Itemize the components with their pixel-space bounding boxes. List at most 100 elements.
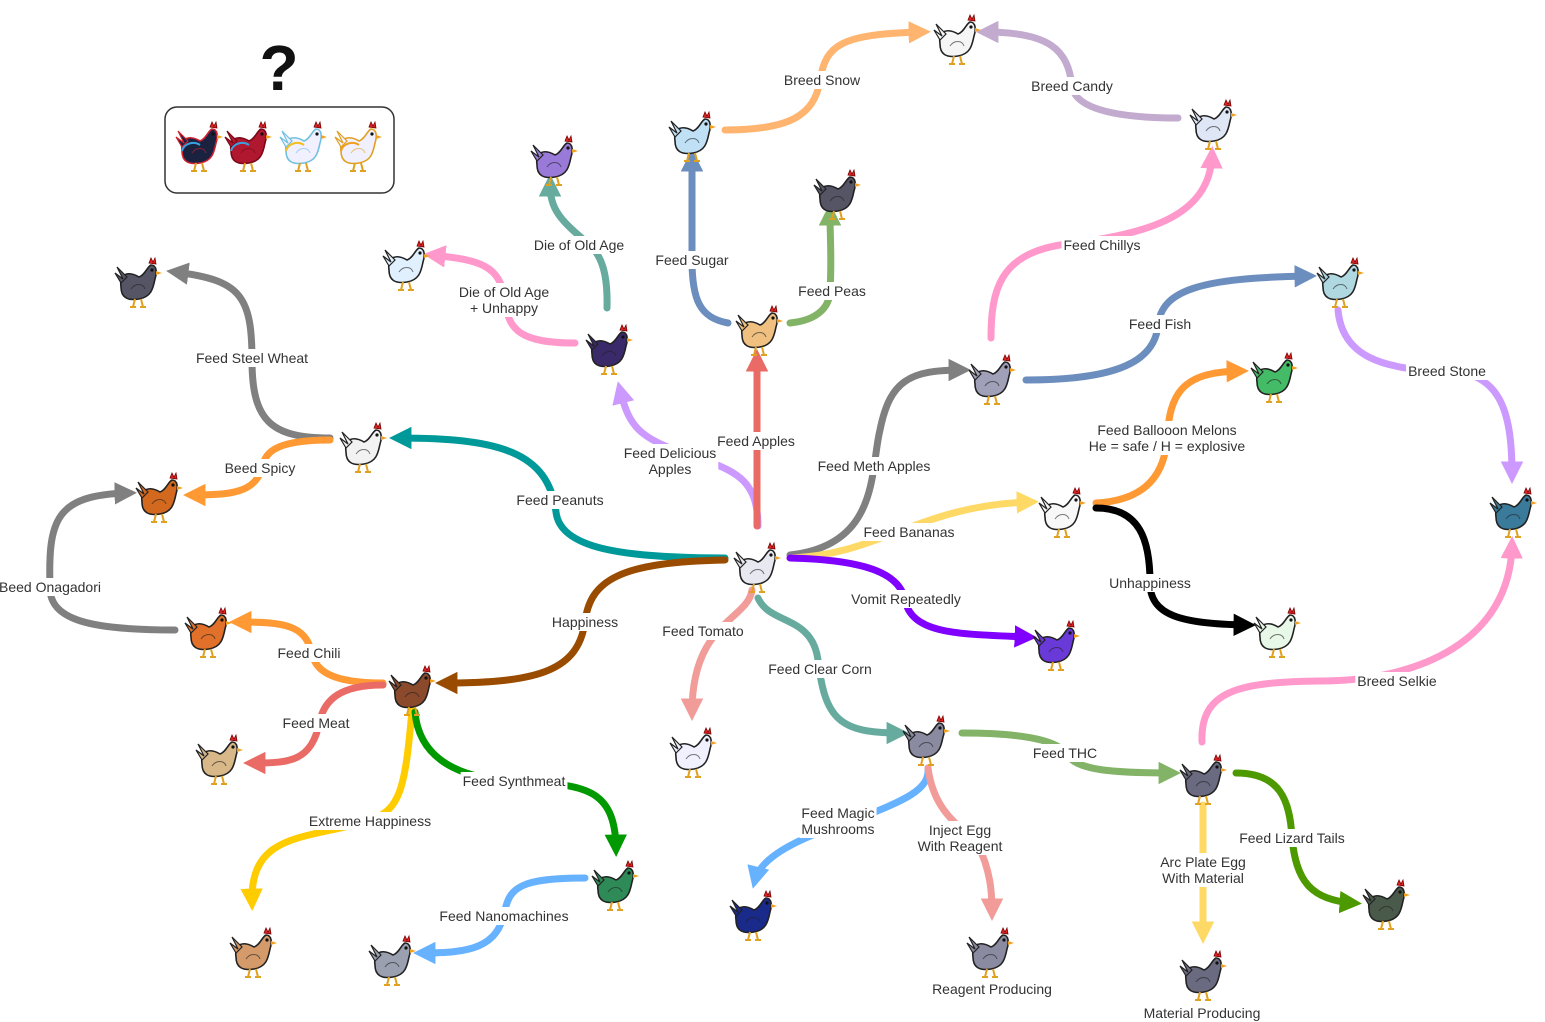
banana-chicken-icon	[1038, 486, 1086, 538]
edge-label-line: Vomit Repeatedly	[851, 591, 961, 607]
edge-label-line: With Reagent	[918, 838, 1003, 854]
edge-label-bg	[815, 457, 933, 475]
candy-tuft-chicken-icon	[1189, 98, 1237, 150]
edge-label-bg	[1158, 853, 1248, 887]
edge-label-line: + Unhappy	[470, 300, 538, 316]
edge-label-bg	[437, 907, 571, 925]
edge-label-text: Extreme Happiness	[309, 813, 431, 829]
edge-label-text: Breed Stone	[1408, 363, 1486, 379]
edge-label-15: Feed Synthmeat	[460, 772, 568, 790]
edge-label-bg	[531, 236, 627, 254]
edge-label-1: Happiness	[549, 613, 621, 631]
edge-label-text: Feed Chillys	[1063, 237, 1140, 253]
edge-label-line: Feed Delicious	[624, 445, 717, 461]
edge-label-line: Feed Sugar	[655, 252, 728, 268]
unknown-legend-chickens	[175, 120, 382, 172]
edge-label-3: Feed Apples	[715, 432, 797, 450]
edge-label-line: Feed Chillys	[1063, 237, 1140, 253]
edge-label-bg	[1237, 829, 1347, 847]
edge-label-line: Arc Plate Egg	[1160, 854, 1246, 870]
edge-label-line: Feed THC	[1033, 745, 1097, 761]
edge-label-text: Feed Fish	[1129, 316, 1191, 332]
edge-22	[976, 20, 1182, 122]
edge-label-20: Feed Peas	[796, 282, 868, 300]
edge-label-bg	[193, 349, 311, 367]
edge-4	[786, 358, 971, 559]
edge-label-text: Feed Bananas	[863, 524, 954, 540]
edge-label-line: Apples	[649, 461, 692, 477]
edge-label-text: Feed Delicious Apples	[624, 445, 717, 477]
edge-label-text: Beed Onagadori	[0, 579, 101, 595]
edge-label-11: Beed Onagadori	[0, 578, 103, 596]
edge-label-bg	[781, 71, 864, 89]
crimson-chicken-icon	[224, 120, 272, 172]
edge-label-bg	[306, 812, 434, 830]
golden-hen-icon	[229, 926, 277, 978]
parrot-chicken-icon	[1250, 351, 1298, 403]
edge-label-text: Inject Egg With Reagent	[918, 822, 1003, 854]
edge-label-line: Feed Nanomachines	[439, 908, 568, 924]
edge-label-17: Die of Old Age + Unhappy	[456, 283, 552, 317]
edge-label-0: Feed Peanuts	[514, 491, 606, 509]
edge-label-28: Feed Magic Mushrooms	[799, 804, 877, 838]
brown-hen-icon	[388, 664, 436, 716]
edge-label-line: Inject Egg	[929, 822, 991, 838]
edge-label-line: Die of Old Age	[534, 237, 624, 253]
edge-label-text: Feed Meth Apples	[818, 458, 931, 474]
edge-label-text: Feed Nanomachines	[439, 908, 568, 924]
edge-label-27: Unhappiness	[1107, 574, 1193, 592]
purple-hen-icon	[1032, 619, 1080, 671]
edge-label-line: With Material	[1162, 870, 1244, 886]
edge-label-text: Feed Synthmeat	[463, 773, 566, 789]
edge-label-line: Mushrooms	[801, 821, 874, 837]
edge-label-line: He = safe / H = explosive	[1089, 438, 1246, 454]
edge-label-text: Feed Sugar	[655, 252, 728, 268]
edge-label-8: Feed Clear Corn	[766, 660, 874, 678]
edge-label-bg	[1029, 77, 1115, 95]
robo-chicken-icon	[368, 934, 416, 986]
edge-14	[240, 706, 416, 911]
edge-label-line: Extreme Happiness	[309, 813, 431, 829]
edge-label-7: Feed Tomato	[660, 622, 746, 640]
material-chicken-icon	[1179, 949, 1227, 1001]
edge-25	[1334, 306, 1524, 484]
edge-label-bg	[766, 660, 874, 678]
snow-chicken-icon	[668, 110, 716, 162]
edge-label-2: Feed Delicious Apples	[621, 444, 719, 478]
edge-label-21: Breed Snow	[781, 71, 864, 89]
edge-label-bg	[549, 613, 621, 631]
edge-label-text: Feed Meat	[283, 715, 350, 731]
edge-label-line: Beed Spicy	[225, 460, 296, 476]
edge-label-line: Breed Stone	[1408, 363, 1486, 379]
edge-label-line: Breed Candy	[1031, 78, 1113, 94]
blue-chicken-icon	[729, 889, 777, 941]
edge-label-29: Inject Egg With Reagent	[915, 821, 1005, 855]
white-chicken-icon	[733, 541, 781, 593]
edge-label-10: Beed Spicy	[222, 459, 298, 477]
edge-label-bg	[1126, 315, 1194, 333]
steel-rooster-icon	[114, 256, 162, 308]
edge-label-bg	[1107, 574, 1193, 592]
edge-label-bg	[280, 714, 352, 732]
edge-label-bg	[849, 590, 963, 608]
edge-label-bg	[1355, 672, 1439, 690]
edge-label-line: Feed Fish	[1129, 316, 1191, 332]
edge-label-line: Feed Peanuts	[516, 492, 603, 508]
purple-ghost-icon	[530, 134, 578, 186]
unknown-legend-box	[164, 106, 395, 194]
edge-label-text: Vomit Repeatedly	[851, 591, 961, 607]
mermaid-chicken-icon	[1316, 256, 1364, 308]
rooster-icon	[339, 421, 387, 473]
edge-label-13: Feed Meat	[280, 714, 352, 732]
edge-label-30: Feed THC	[1030, 744, 1100, 762]
reagent-chicken-icon	[966, 926, 1014, 978]
edge-label-text: Feed Ballooon Melons He = safe / H = expl…	[1089, 422, 1246, 454]
pale-chicken-icon	[669, 726, 717, 778]
edge-label-text: Die of Old Age	[534, 237, 624, 253]
edge-label-bg	[456, 283, 552, 317]
caption-1: Material Producing	[1144, 1005, 1261, 1021]
candy-chicken-icon	[933, 13, 981, 65]
edge-label-19: Feed Sugar	[653, 251, 731, 269]
edge-label-bg	[715, 432, 797, 450]
